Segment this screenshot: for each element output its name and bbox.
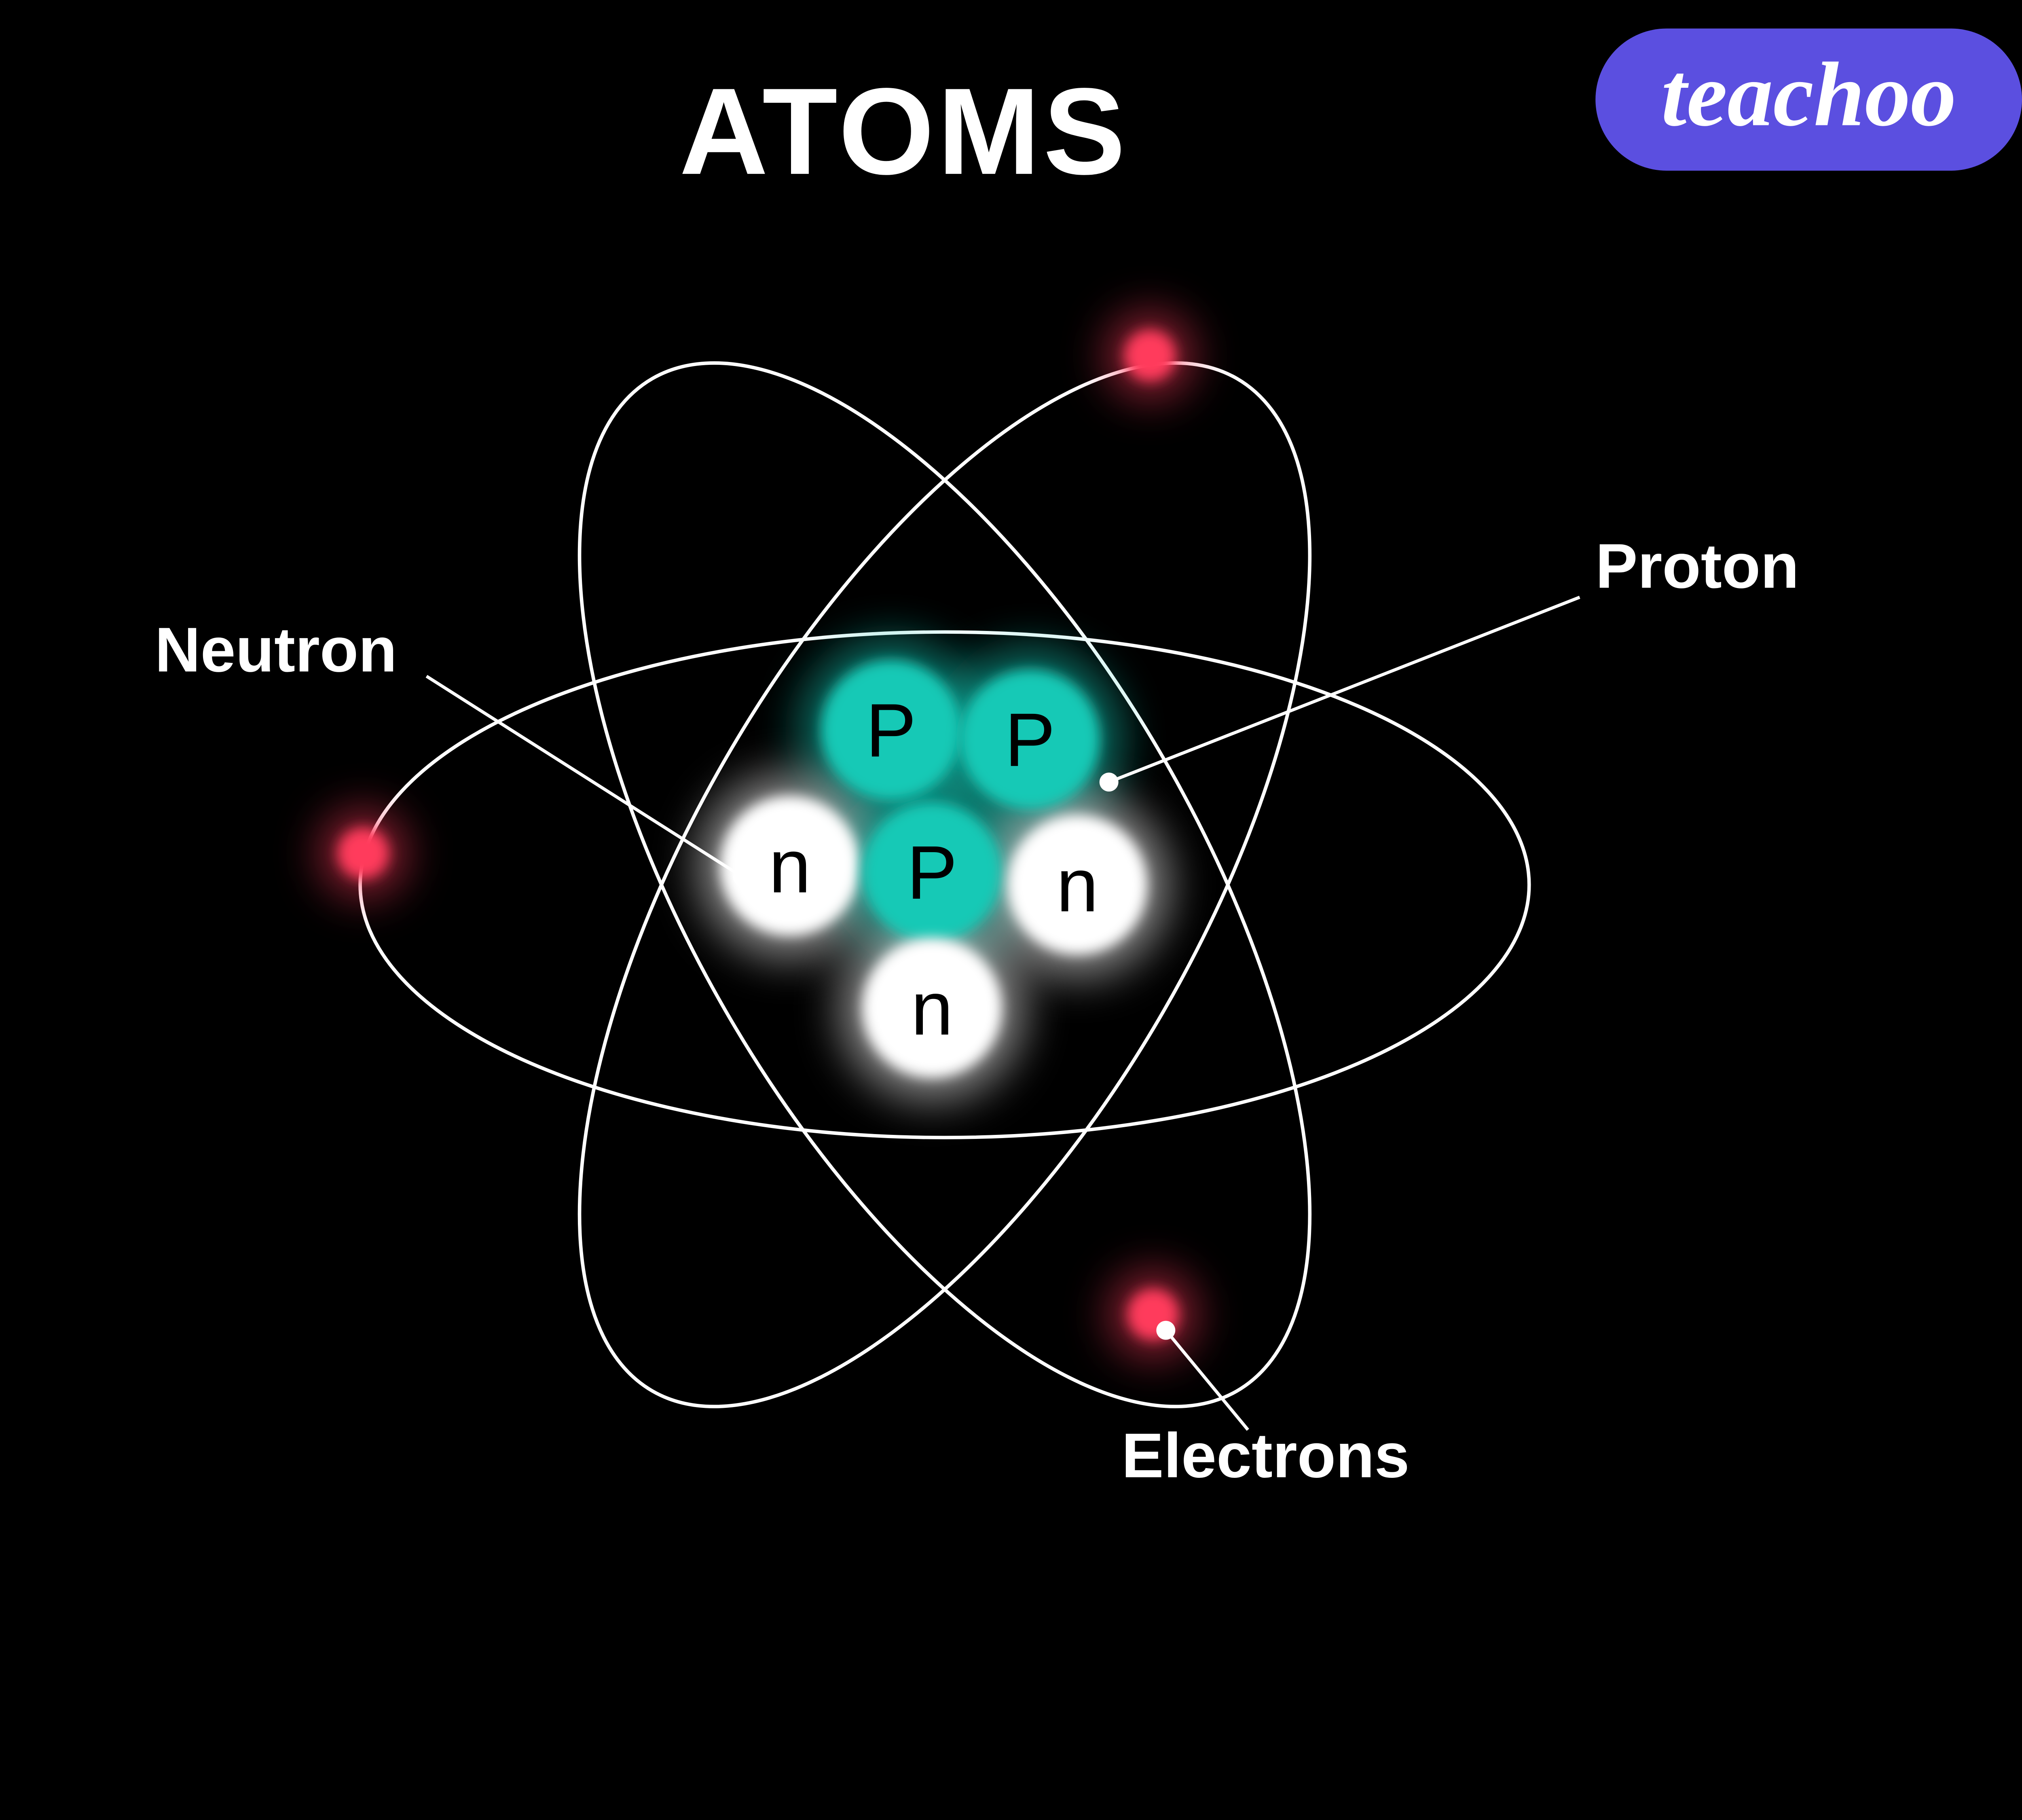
atom-svg: ATOMSteachooPPnPnnNeutronProtonElectrons [0, 0, 2022, 1504]
callout-label-neutron: Neutron [155, 615, 397, 685]
neutron-label-5: n [911, 966, 953, 1051]
proton-label-1: P [1005, 697, 1055, 782]
electron-1 [1125, 330, 1175, 381]
proton-label-0: P [866, 688, 916, 772]
neutron-label-2: n [769, 823, 811, 908]
callout-dot-proton [1100, 772, 1119, 791]
callout-label-proton: Proton [1595, 531, 1799, 601]
callout-dot-electrons [1156, 1321, 1175, 1340]
electron-0 [338, 828, 389, 878]
page-title: ATOMS [679, 62, 1129, 200]
callout-label-electrons: Electrons [1121, 1420, 1409, 1491]
atom-diagram: ATOMSteachooPPnPnnNeutronProtonElectrons [0, 0, 2022, 1504]
callout-dot-neutron [733, 868, 752, 887]
neutron-label-4: n [1056, 842, 1098, 927]
brand-text: teachoo [1661, 44, 1956, 146]
proton-label-3: P [907, 830, 957, 915]
